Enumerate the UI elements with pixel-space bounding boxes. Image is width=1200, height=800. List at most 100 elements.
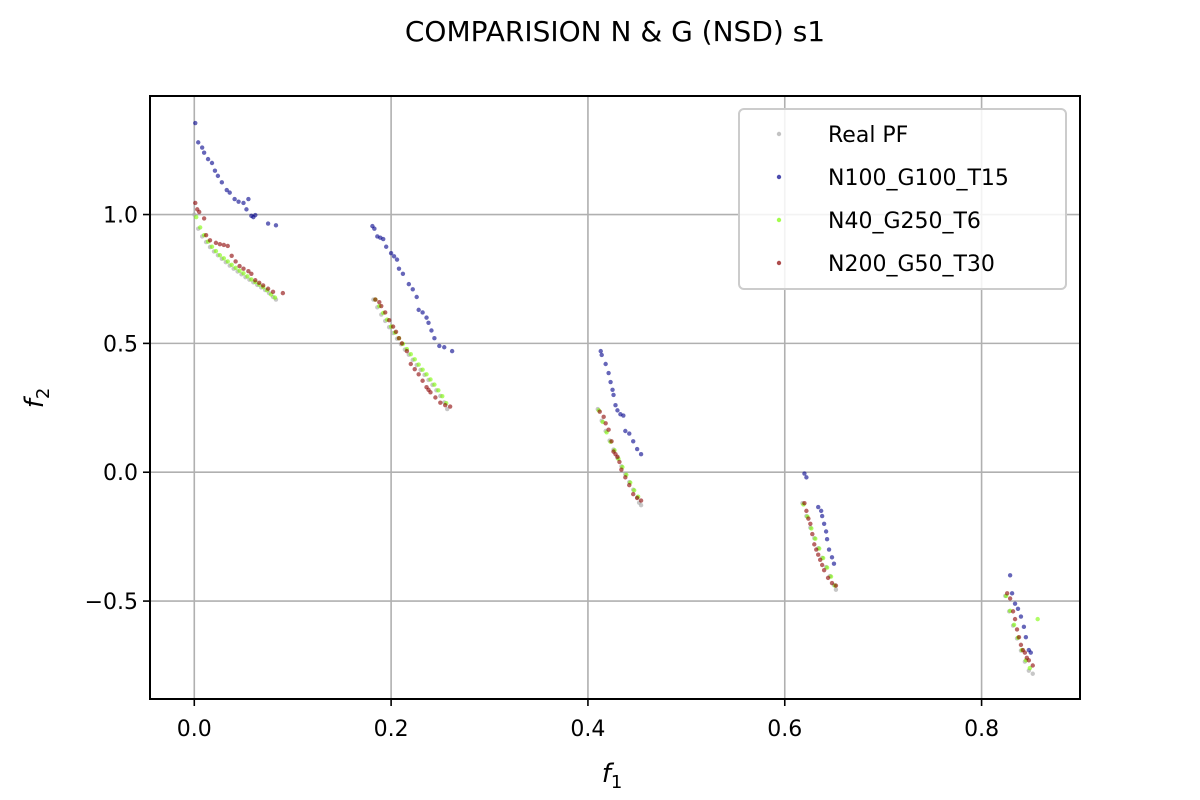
data-point-s3-11 <box>233 259 238 264</box>
data-point-s3-3 <box>201 216 207 221</box>
data-point-s3-45 <box>603 421 608 426</box>
data-point-s1-73 <box>1012 601 1018 606</box>
data-point-s3-26 <box>386 317 392 323</box>
data-point-s2-5 <box>213 248 219 254</box>
data-point-s1-34 <box>414 294 419 300</box>
data-point-s1-40 <box>432 336 437 341</box>
data-point-s3-24 <box>379 303 384 309</box>
data-point-s3-17 <box>257 280 262 286</box>
data-point-s2-66 <box>1027 665 1033 671</box>
data-point-s1-20 <box>273 223 279 228</box>
data-point-s1-52 <box>615 408 620 413</box>
data-point-s3-22 <box>373 297 378 302</box>
legend-label-1: N100_G100_T15 <box>828 166 1009 191</box>
data-point-s0-64 <box>833 587 839 592</box>
axis-ticks: 0.0 0.2 0.4 0.6 0.8 1.0 0.5 0.0 −0.5 <box>85 204 1000 742</box>
data-point-s3-4 <box>203 232 209 238</box>
data-point-s2-6 <box>217 253 223 258</box>
data-point-s1-3 <box>201 150 207 155</box>
data-point-s1-59 <box>638 451 644 457</box>
data-point-s1-39 <box>429 328 434 333</box>
data-point-s3-76 <box>1014 627 1020 632</box>
data-point-s1-46 <box>603 361 608 367</box>
data-point-s1-65 <box>821 521 827 526</box>
data-point-s0-54 <box>638 503 644 508</box>
data-point-s1-44 <box>598 348 603 354</box>
data-point-s1-72 <box>1009 591 1015 596</box>
data-point-s1-7 <box>215 173 221 179</box>
data-point-s3-68 <box>821 567 827 573</box>
data-point-s1-5 <box>209 160 215 166</box>
data-point-s3-63 <box>812 542 817 547</box>
data-point-s3-18 <box>260 283 266 288</box>
y-axis-label: f2 <box>20 388 54 409</box>
data-point-s1-69 <box>829 555 835 560</box>
data-point-s1-77 <box>1023 634 1029 640</box>
data-point-s1-70 <box>831 561 837 566</box>
data-point-s3-66 <box>817 557 823 563</box>
series-3 <box>193 200 1035 668</box>
data-point-s2-10 <box>233 265 238 271</box>
x-axis-label-sub: 1 <box>611 772 622 793</box>
data-point-s2-33 <box>420 367 425 372</box>
legend-marker-1 <box>776 174 782 180</box>
data-point-s3-39 <box>433 395 438 400</box>
legend-label-2: N40_G250_T6 <box>828 209 981 234</box>
data-point-s2-49 <box>631 488 637 493</box>
legend-marker-2 <box>776 217 782 223</box>
data-point-s0-41 <box>445 406 450 412</box>
data-point-s3-67 <box>819 562 825 568</box>
data-point-s3-5 <box>207 238 213 243</box>
data-point-s3-46 <box>606 427 611 432</box>
data-point-s1-27 <box>388 250 394 256</box>
legend-marker-0 <box>776 131 782 137</box>
data-point-s1-19 <box>265 221 271 226</box>
data-point-s1-64 <box>819 513 825 519</box>
x-tick-label-1: 0.2 <box>374 717 409 742</box>
data-point-s1-0 <box>193 120 198 126</box>
y-tick-label-1: 0.5 <box>103 332 138 357</box>
data-point-s3-33 <box>412 366 417 372</box>
data-point-s3-2 <box>197 209 202 215</box>
data-point-s3-12 <box>237 263 242 269</box>
data-point-s2-36 <box>432 382 437 387</box>
data-point-s2-38 <box>440 394 445 399</box>
data-point-s2-32 <box>416 362 421 367</box>
data-point-s1-47 <box>606 370 611 376</box>
data-point-s3-15 <box>249 271 254 277</box>
data-point-s1-35 <box>416 307 421 313</box>
data-point-s3-28 <box>393 329 399 334</box>
data-point-s2-20 <box>272 295 278 300</box>
data-point-s1-42 <box>442 345 447 350</box>
data-point-s1-9 <box>224 187 229 193</box>
data-point-s3-83 <box>1030 663 1035 668</box>
data-point-s3-25 <box>383 310 388 315</box>
data-point-s1-50 <box>611 392 616 398</box>
data-point-s2-57 <box>824 565 830 570</box>
data-point-s1-37 <box>424 315 429 320</box>
data-point-s1-62 <box>816 504 821 510</box>
data-point-s2-7 <box>221 256 227 261</box>
data-point-s2-13 <box>245 274 250 279</box>
data-point-s1-75 <box>1018 614 1024 619</box>
legend-marker-3 <box>776 260 782 266</box>
data-point-s1-43 <box>449 348 455 354</box>
data-point-s3-61 <box>808 521 813 526</box>
data-point-s1-58 <box>634 446 640 452</box>
data-point-s1-22 <box>372 226 377 231</box>
legend-label-0: Real PF <box>828 123 908 148</box>
data-point-s1-33 <box>410 287 415 292</box>
data-point-s3-43 <box>597 409 602 414</box>
data-point-s3-29 <box>396 336 402 341</box>
data-point-s1-57 <box>631 439 636 444</box>
data-point-s2-53 <box>809 526 814 531</box>
data-point-s3-40 <box>438 400 443 405</box>
data-point-s3-58 <box>802 500 807 506</box>
data-point-s3-73 <box>1007 596 1013 601</box>
data-point-s3-31 <box>404 348 410 354</box>
data-point-s3-42 <box>447 404 453 409</box>
data-point-s3-65 <box>816 552 821 557</box>
data-point-s1-25 <box>381 236 386 242</box>
y-axis-label-sub: 2 <box>33 388 54 399</box>
